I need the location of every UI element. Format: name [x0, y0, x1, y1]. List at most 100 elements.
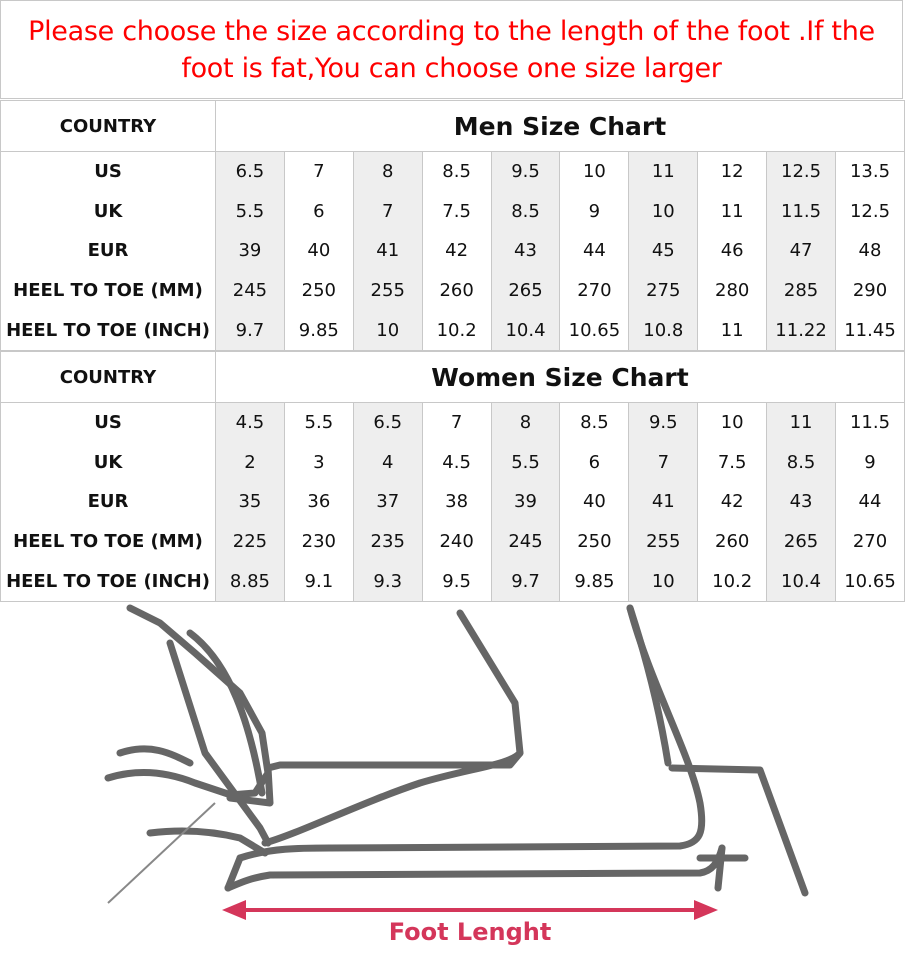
chart-title: Men Size Chart — [215, 100, 905, 152]
size-cell: 47 — [766, 231, 837, 271]
size-cell: 10 — [628, 191, 699, 232]
size-cell: 290 — [835, 270, 905, 311]
size-cell: 240 — [421, 521, 492, 562]
row-label: EUR — [0, 231, 216, 271]
table-row: UK 2 3 4 4.5 5.5 6 7 7.5 8.5 9 — [0, 442, 905, 483]
men-size-table: COUNTRY Men Size Chart US 6.5 7 8 8.5 9.5 10 11 12… — [0, 100, 905, 351]
size-cell: 7 — [628, 442, 699, 483]
row-label: EUR — [0, 482, 216, 522]
size-cell: 4.5 — [421, 442, 492, 483]
size-cell: 11.45 — [835, 310, 905, 351]
size-cell: 11.22 — [766, 310, 837, 351]
size-cell: 230 — [283, 521, 354, 562]
size-cell: 9.5 — [421, 561, 492, 602]
size-cell: 8 — [490, 402, 561, 443]
size-cell: 265 — [490, 270, 561, 311]
size-cell: 9.7 — [490, 561, 561, 602]
foot-measurement-illustration: Foot Lenght — [104, 604, 809, 946]
table-row: US 6.5 7 8 8.5 9.5 10 11 12 12.5 13.5 — [0, 151, 905, 192]
size-cell: 6 — [283, 191, 354, 232]
size-cell: 270 — [835, 521, 905, 562]
size-cell: 7.5 — [697, 442, 768, 483]
size-cell: 11.5 — [766, 191, 837, 232]
size-cell: 9.3 — [352, 561, 423, 602]
floor-line — [107, 802, 216, 904]
size-cell: 8.5 — [421, 151, 492, 192]
size-cell: 10 — [697, 402, 768, 443]
size-cell: 250 — [283, 270, 354, 311]
foot-length-caption: Foot Lenght — [389, 918, 552, 946]
size-cell: 11 — [766, 402, 837, 443]
size-cell: 44 — [835, 482, 905, 522]
size-cell: 7.5 — [421, 191, 492, 232]
country-label: COUNTRY — [0, 100, 216, 152]
size-cell: 5.5 — [215, 191, 285, 232]
size-cell: 42 — [697, 482, 768, 522]
size-cell: 12 — [697, 151, 768, 192]
size-cell: 11.5 — [835, 402, 905, 443]
size-cell: 41 — [352, 231, 423, 271]
size-cell: 9.85 — [559, 561, 630, 602]
foot-drawing — [104, 604, 809, 897]
row-label: UK — [0, 191, 216, 232]
size-cell: 10.4 — [490, 310, 561, 351]
size-cell: 7 — [283, 151, 354, 192]
row-label: HEEL TO TOE (MM) — [0, 521, 216, 562]
size-cell: 40 — [559, 482, 630, 522]
size-cell: 12.5 — [766, 151, 837, 192]
size-cell: 8.85 — [215, 561, 285, 602]
size-cell: 225 — [215, 521, 285, 562]
size-cell: 5.5 — [283, 402, 354, 443]
size-cell: 10.2 — [421, 310, 492, 351]
size-cell: 11 — [697, 191, 768, 232]
size-cell: 10.65 — [835, 561, 905, 602]
size-cell: 8.5 — [766, 442, 837, 483]
size-cell: 250 — [559, 521, 630, 562]
size-cell: 7 — [421, 402, 492, 443]
size-cell: 265 — [766, 521, 837, 562]
size-cell: 9.1 — [283, 561, 354, 602]
size-cell: 4.5 — [215, 402, 285, 443]
size-cell: 42 — [421, 231, 492, 271]
size-cell: 41 — [628, 482, 699, 522]
size-cell: 235 — [352, 521, 423, 562]
size-cell: 245 — [490, 521, 561, 562]
size-cell: 4 — [352, 442, 423, 483]
size-cell: 10.65 — [559, 310, 630, 351]
size-cell: 9 — [559, 191, 630, 232]
size-cell: 6 — [559, 442, 630, 483]
size-cell: 10.4 — [766, 561, 837, 602]
size-cell: 37 — [352, 482, 423, 522]
size-cell: 260 — [697, 521, 768, 562]
row-label: UK — [0, 442, 216, 483]
size-cell: 39 — [490, 482, 561, 522]
size-cell: 10 — [628, 561, 699, 602]
size-cell: 11 — [628, 151, 699, 192]
length-arrow — [222, 900, 718, 920]
row-label: HEEL TO TOE (INCH) — [0, 310, 216, 351]
size-cell: 260 — [421, 270, 492, 311]
size-cell: 245 — [215, 270, 285, 311]
size-cell: 48 — [835, 231, 905, 271]
table-row: HEEL TO TOE (MM) 245 250 255 260 265 270 275 280… — [0, 270, 905, 311]
row-label: HEEL TO TOE (MM) — [0, 270, 216, 311]
row-label: US — [0, 402, 216, 443]
size-cell: 12.5 — [835, 191, 905, 232]
size-cell: 35 — [215, 482, 285, 522]
size-cell: 255 — [352, 270, 423, 311]
size-cell: 9.5 — [490, 151, 561, 192]
table-row: US 4.5 5.5 6.5 7 8 8.5 9.5 10 11 11.5 — [0, 402, 905, 443]
table-row: HEEL TO TOE (INCH) 9.7 9.85 10 10.2 10.4 10.65… — [0, 310, 905, 351]
size-cell: 43 — [766, 482, 837, 522]
size-cell: 39 — [215, 231, 285, 271]
size-cell: 43 — [490, 231, 561, 271]
table-row: EUR 39 40 41 42 43 44 45 46 47 48 — [0, 231, 905, 271]
size-notice: Please choose the size according to the … — [0, 0, 903, 99]
size-cell: 36 — [283, 482, 354, 522]
table-row: HEEL TO TOE (INCH) 8.85 9.1 9.3 9.5 9.7 9.85 10… — [0, 561, 905, 602]
row-label: US — [0, 151, 216, 192]
size-cell: 275 — [628, 270, 699, 311]
size-cell: 8.5 — [490, 191, 561, 232]
size-cell: 45 — [628, 231, 699, 271]
size-cell: 6.5 — [215, 151, 285, 192]
